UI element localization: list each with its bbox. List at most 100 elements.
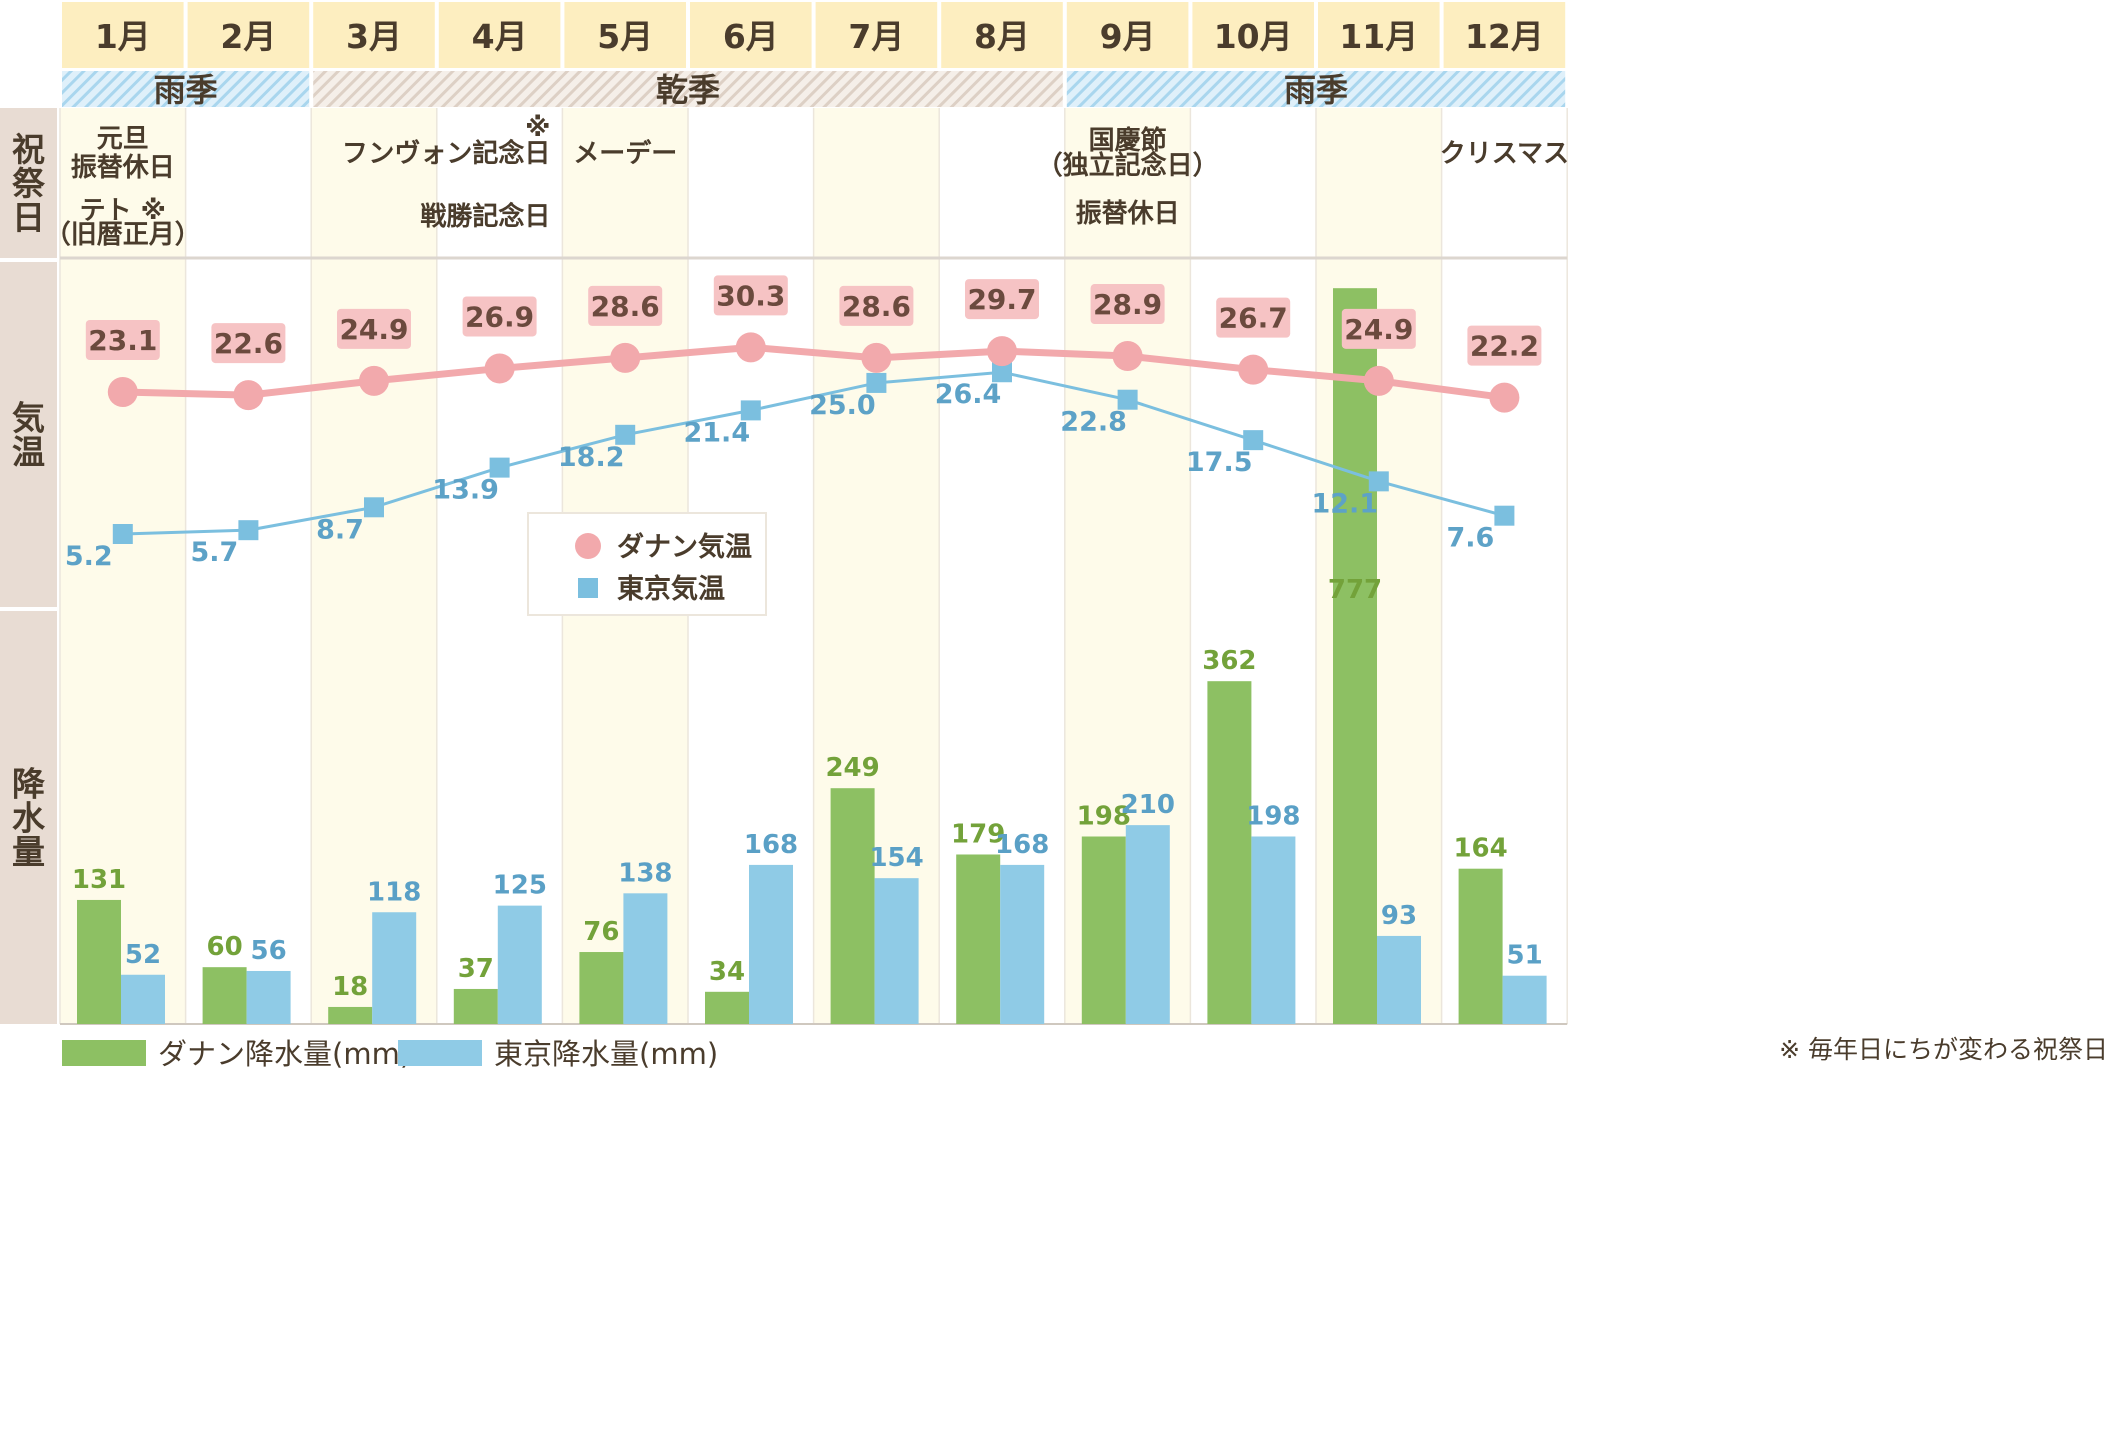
- danang-rain-bar: [1081, 836, 1126, 1024]
- danang-temp-badge: [1216, 297, 1291, 338]
- bottom-legend-danang-swatch: [62, 1040, 146, 1066]
- column-bg: [185, 108, 312, 1024]
- row-label-holidays: 祝祭日: [12, 130, 46, 237]
- month-header-label: 12月: [1465, 17, 1544, 56]
- month-header-label: 5月: [597, 17, 653, 56]
- tokyo-rain-bar: [1377, 935, 1421, 1024]
- season-band: [62, 71, 310, 107]
- tokyo-temp-value: 26.4: [935, 379, 1002, 410]
- tokyo-rain-bar: [497, 905, 542, 1024]
- season-label: 雨季: [1284, 71, 1348, 109]
- tokyo-rain-bar: [874, 878, 919, 1024]
- holiday-text: テト ※: [80, 196, 166, 226]
- month-header-label: 9月: [1100, 17, 1156, 56]
- danang-rain-bar: [830, 788, 875, 1024]
- danang-rain-value: 60: [207, 932, 243, 962]
- row-label-char: 祝: [12, 130, 45, 169]
- holiday-text: フンヴォン記念日: [342, 138, 551, 169]
- tokyo-temp-marker: [489, 457, 510, 478]
- tokyo-rain-bar: [1502, 975, 1547, 1024]
- column-bg: [60, 108, 186, 1024]
- danang-temp-marker: [1489, 382, 1520, 413]
- month-header-label: 10月: [1214, 17, 1293, 56]
- row-label-precipitation-bg: [0, 611, 57, 1024]
- tokyo-temp-value: 21.4: [683, 417, 750, 448]
- bottom-legend-tokyo-label: 東京降水量(mm): [494, 1037, 718, 1071]
- danang-temp-badge: [85, 320, 160, 360]
- tokyo-temp-value: 5.2: [65, 541, 113, 572]
- row-label-char: 降: [12, 765, 46, 804]
- season-band: [1066, 71, 1566, 107]
- danang-temp-marker: [1363, 365, 1394, 396]
- column-bg: [311, 108, 437, 1024]
- month-header-cell: [1192, 2, 1314, 68]
- danang-temp-value: 23.1: [88, 324, 157, 357]
- row-label-char: 水: [12, 799, 46, 838]
- holiday-text: （独立記念日）: [1037, 150, 1219, 181]
- tokyo-rain-value: 168: [995, 830, 1049, 860]
- tokyo-rain-value: 154: [869, 843, 923, 873]
- danang-temp-badge: [211, 323, 286, 364]
- row-label-char: 祭: [12, 164, 46, 203]
- danang-rain-bar: [1458, 868, 1503, 1024]
- danang-temp-value: 22.6: [214, 327, 283, 360]
- row-label-char: 温: [12, 433, 45, 472]
- danang-temp-value: 28.6: [842, 290, 911, 323]
- tokyo-rain-bar: [1251, 836, 1296, 1024]
- danang-rain-bar: [579, 952, 624, 1024]
- danang-temp-marker: [987, 336, 1017, 367]
- month-header-cell: [815, 2, 938, 68]
- danang-temp-marker: [1238, 354, 1269, 385]
- tokyo-rain-value: 168: [744, 830, 798, 860]
- month-header-cell: [941, 2, 1063, 68]
- danang-rain-bar: [328, 1006, 373, 1024]
- danang-rain-value: 76: [583, 917, 619, 947]
- row-label-char: 量: [12, 833, 45, 872]
- tokyo-temp-value: 12.1: [1311, 488, 1378, 519]
- danang-rain-bar: [202, 967, 247, 1024]
- tokyo-rain-value: 118: [367, 877, 421, 907]
- danang-rain-value: 37: [458, 954, 494, 984]
- danang-temp-value: 26.9: [465, 300, 534, 333]
- danang-temp-value: 26.7: [1219, 302, 1288, 335]
- row-label-temperature-bg: [0, 262, 57, 607]
- month-header-label: 6月: [723, 17, 779, 56]
- month-header-cell: [187, 2, 310, 68]
- footnote: ※ 毎年日にちが変わる祝祭日: [1779, 1035, 2108, 1064]
- row-label-temperature: 気温: [12, 399, 45, 472]
- inner-legend-tokyo-marker: [578, 578, 598, 598]
- danang-temp-marker: [861, 342, 892, 373]
- holiday-text: 振替休日: [71, 153, 175, 183]
- inner-legend-danang-marker: [575, 533, 601, 559]
- danang-rain-value: 131: [72, 865, 126, 895]
- holiday-text: 国慶節: [1089, 125, 1167, 156]
- danang-temp-marker: [107, 377, 138, 407]
- holiday-text: （旧暦正月）: [45, 220, 201, 250]
- tokyo-temp-value: 17.5: [1186, 447, 1253, 478]
- tokyo-temp-marker: [1494, 505, 1515, 526]
- tokyo-temp-marker: [1243, 430, 1264, 451]
- tokyo-rain-bar: [121, 974, 165, 1024]
- season-band: [313, 71, 1063, 107]
- season-label: 雨季: [154, 71, 218, 109]
- row-label-char: 気: [12, 399, 45, 438]
- danang-temp-value: 22.2: [1470, 330, 1539, 363]
- month-header-label: 11月: [1339, 17, 1418, 56]
- tokyo-rain-value: 125: [493, 871, 547, 901]
- danang-temp-badge: [965, 279, 1039, 320]
- danang-temp-marker: [1112, 341, 1143, 372]
- tokyo-rain-value: 52: [125, 940, 161, 970]
- bottom-legend-tokyo-swatch: [398, 1040, 482, 1066]
- tokyo-rain-value: 51: [1507, 941, 1543, 971]
- danang-temp-badge: [337, 308, 411, 349]
- danang-rain-value: 362: [1202, 646, 1256, 676]
- tokyo-temp-marker: [364, 497, 384, 518]
- danang-rain-bar: [453, 988, 498, 1024]
- holiday-text: クリスマス: [1440, 139, 1569, 169]
- month-header-label: 2月: [220, 17, 276, 56]
- danang-rain-value: 164: [1453, 834, 1507, 864]
- danang-temp-value: 24.9: [1344, 313, 1413, 346]
- danang-rain-value: 18: [332, 972, 368, 1002]
- tokyo-rain-bar: [1125, 825, 1170, 1024]
